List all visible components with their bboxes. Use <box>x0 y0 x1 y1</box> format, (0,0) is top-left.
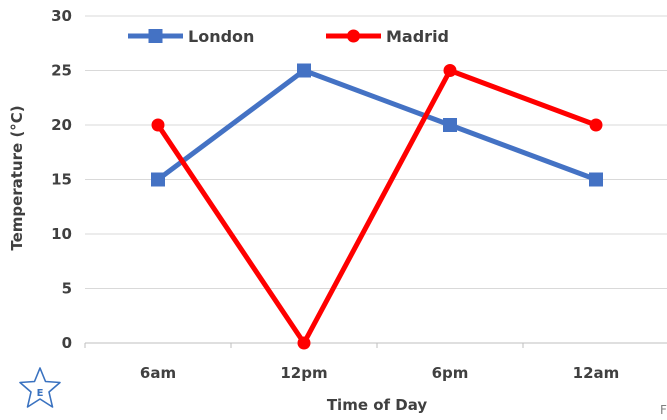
x-axis-title: Time of Day <box>327 396 428 414</box>
data-point-madrid <box>297 336 311 350</box>
legend-label-london: London <box>188 27 254 46</box>
data-point-london <box>589 172 603 187</box>
y-tick-label: 30 <box>51 7 72 25</box>
y-tick-label: 10 <box>51 225 72 243</box>
corner-text: F <box>660 403 667 417</box>
x-tick-labels: 6am 12pm 6pm 12am <box>140 364 619 382</box>
data-point-london <box>151 172 165 187</box>
legend-marker-madrid <box>347 29 360 43</box>
series-line-london <box>156 68 597 182</box>
legend: London Madrid <box>128 27 449 46</box>
gridlines <box>85 15 667 289</box>
data-point-madrid <box>589 118 603 132</box>
y-tick-labels: 0 5 10 15 20 25 30 <box>51 7 72 352</box>
x-tick-label: 6am <box>140 364 176 382</box>
logo-letter: E <box>37 388 44 399</box>
axes <box>84 342 667 348</box>
y-tick-label: 5 <box>62 280 72 298</box>
x-tick-label: 6pm <box>432 364 469 382</box>
star-logo-icon: E <box>19 367 61 408</box>
legend-label-madrid: Madrid <box>386 27 449 46</box>
data-point-london <box>297 63 311 78</box>
data-point-madrid <box>151 118 165 132</box>
x-tick-label: 12am <box>573 364 620 382</box>
y-tick-label: 15 <box>51 171 72 189</box>
y-tick-label: 0 <box>62 334 72 352</box>
y-tick-label: 20 <box>51 116 72 134</box>
series-line-madrid <box>155 68 597 346</box>
y-axis-title: Temperature (°C) <box>8 105 26 250</box>
legend-marker-london <box>148 29 163 43</box>
y-tick-label: 25 <box>51 62 72 80</box>
series <box>151 63 603 350</box>
data-point-london <box>443 118 457 132</box>
x-tick-label: 12pm <box>280 364 327 382</box>
data-point-madrid <box>443 64 457 77</box>
